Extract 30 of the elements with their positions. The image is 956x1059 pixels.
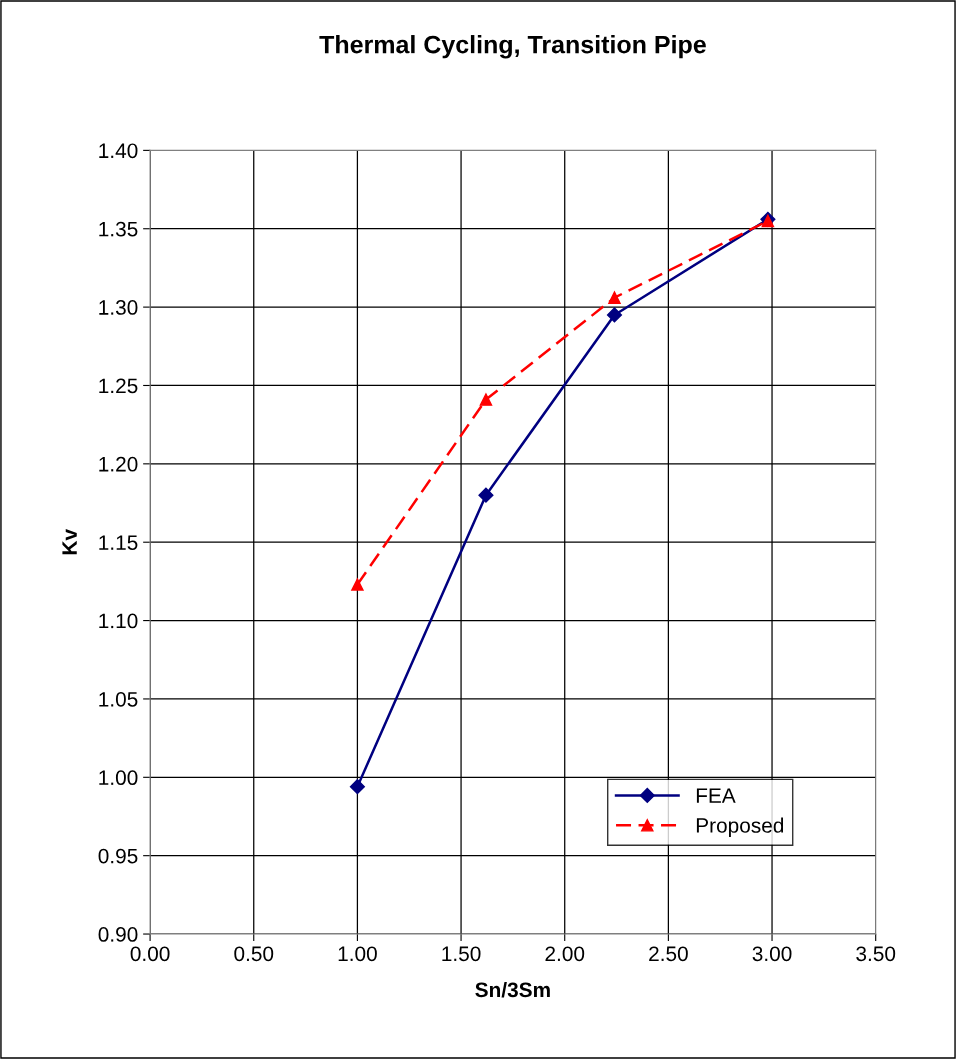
y-tick-label: 1.00 <box>99 770 138 786</box>
y-tick-label: 0.95 <box>98 848 138 864</box>
point <box>478 487 494 503</box>
y-axis-title: Kv <box>62 528 77 555</box>
x-tick-label: 1.50 <box>442 946 481 962</box>
chart-title: Thermal Cycling, Transition Pipe <box>319 35 706 59</box>
y-tick-label: 1.35 <box>99 221 138 237</box>
x-tick-label: 2.00 <box>545 946 585 962</box>
y-tick-label: 1.25 <box>99 378 138 394</box>
x-axis-title: Sn/3Sm <box>475 981 550 998</box>
y-tick-label: 1.40 <box>99 143 138 159</box>
point <box>351 578 364 591</box>
point <box>608 291 621 304</box>
y-tick-label: 0.90 <box>98 927 138 942</box>
y-tick-label: 1.30 <box>99 300 138 315</box>
point <box>479 393 493 406</box>
x-tick-label: 3.50 <box>856 946 896 962</box>
x-tick-label: 0.50 <box>234 946 274 962</box>
x-tick-label: 0.00 <box>130 946 170 962</box>
x-tick-label: 1.00 <box>338 946 377 962</box>
x-tick-label: 3.00 <box>752 946 792 962</box>
y-tick-label: 1.05 <box>99 691 138 707</box>
point <box>349 779 365 795</box>
y-tick-label: 1.10 <box>99 613 138 629</box>
y-tick-label: 1.15 <box>99 535 138 550</box>
y-tick-label: 1.20 <box>99 456 138 472</box>
legend-label: Proposed <box>696 817 784 837</box>
x-tick-label: 2.50 <box>649 946 688 962</box>
legend-label: FEA <box>696 788 736 803</box>
point <box>606 307 623 323</box>
